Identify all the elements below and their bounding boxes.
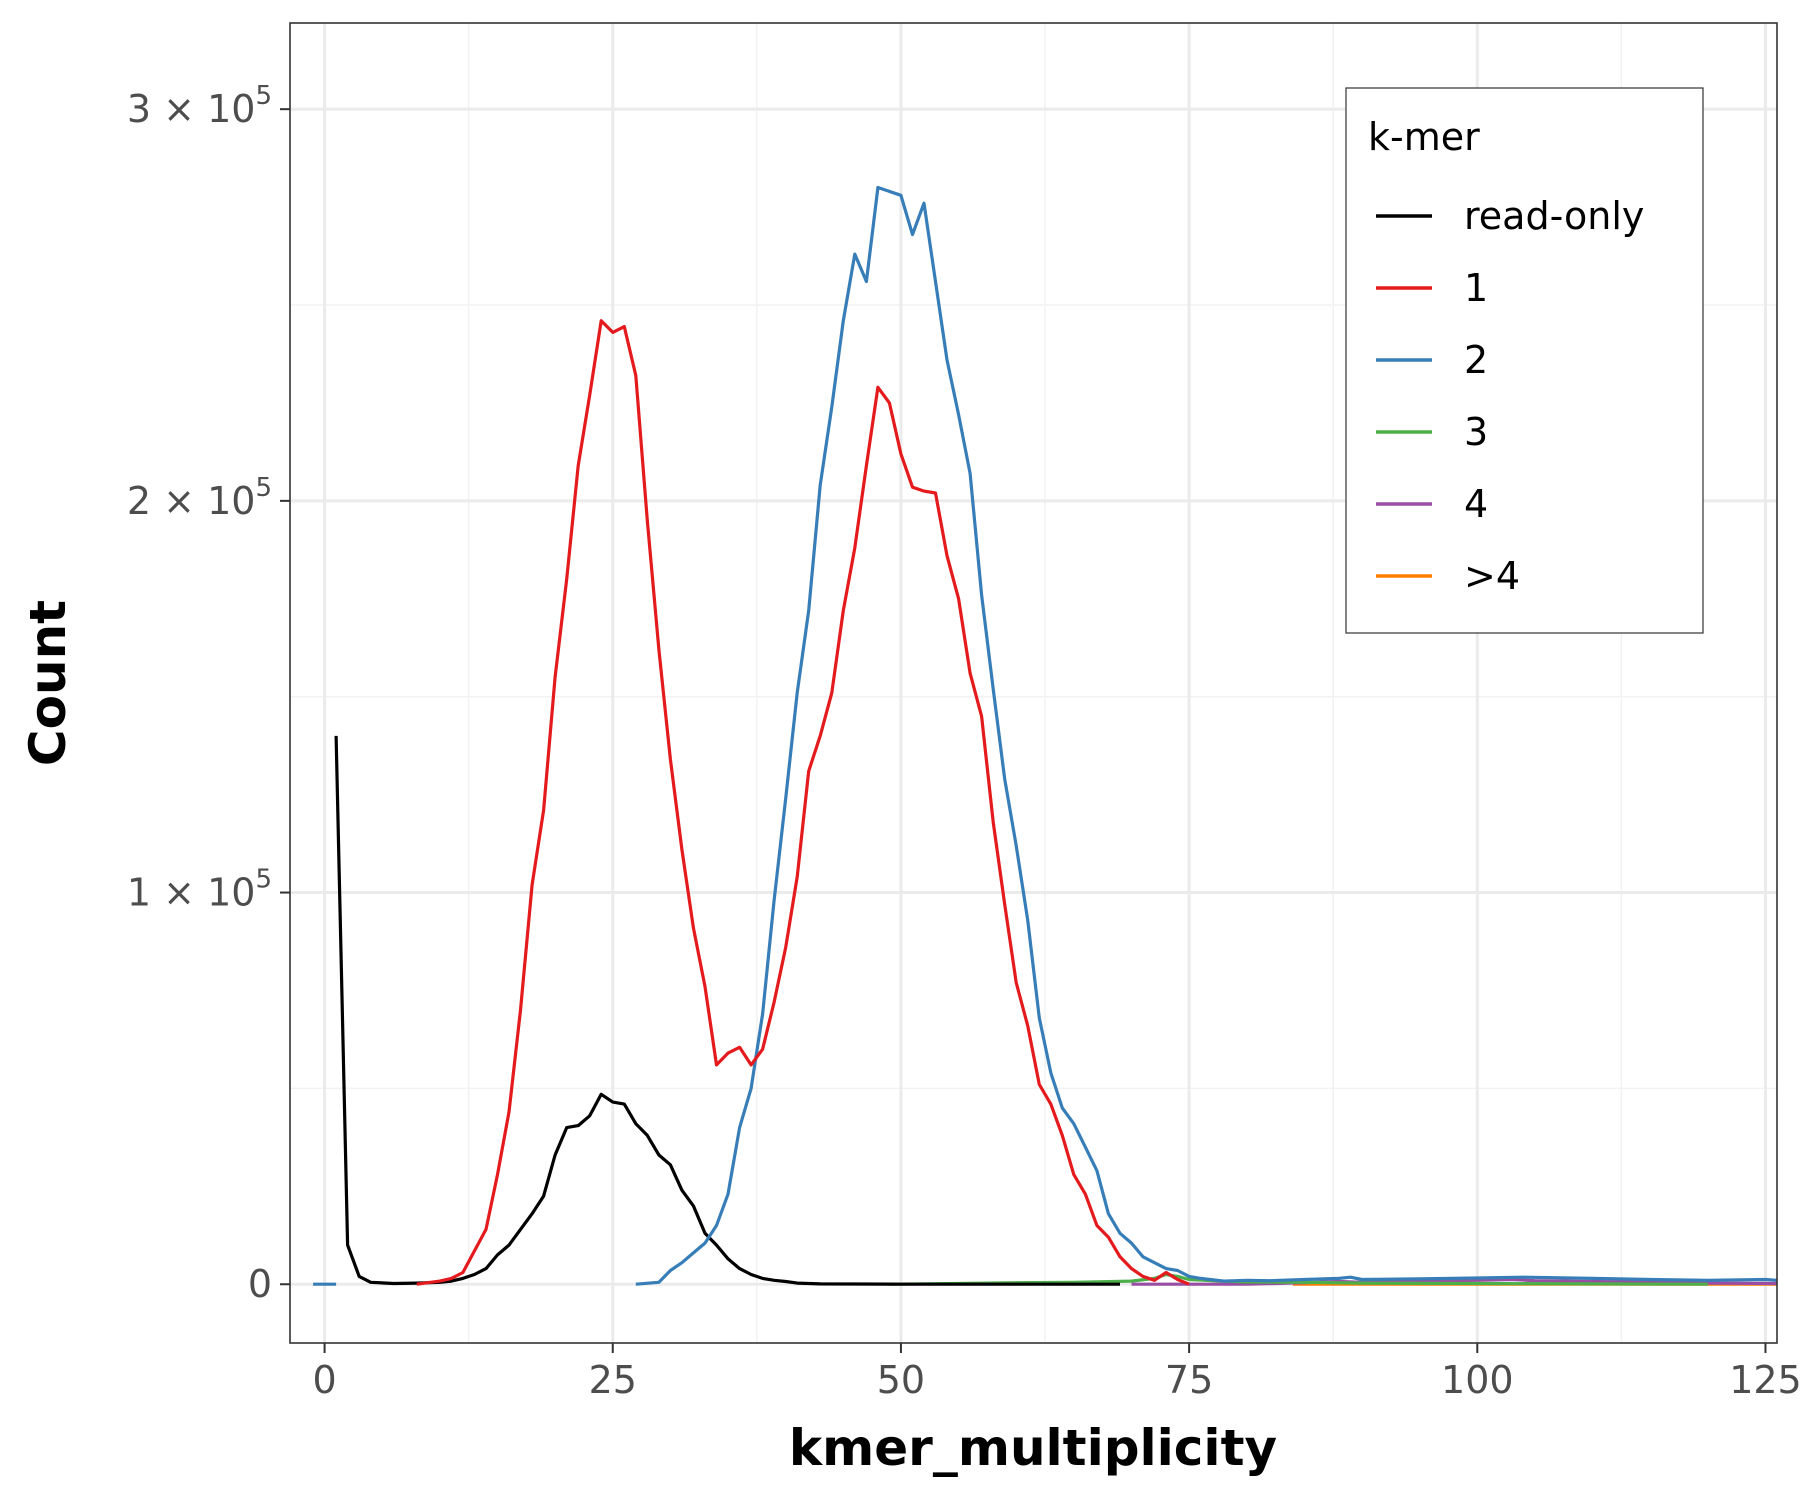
legend-entries: read-only 1 2 3 4 >4 bbox=[1376, 194, 1644, 598]
x-tick-label: 50 bbox=[877, 1358, 925, 1402]
legend: k-mer read-only 1 2 3 4 >4 bbox=[1345, 87, 1704, 634]
y-tick-label: 3 × 105 bbox=[127, 81, 272, 131]
y-tick-label: 0 bbox=[248, 1262, 272, 1306]
series-line-1 bbox=[416, 319, 1190, 1286]
series-line-3 bbox=[889, 1272, 1708, 1286]
y-axis-title: Count bbox=[19, 600, 77, 766]
legend-label-gt4: >4 bbox=[1464, 554, 1520, 598]
series-line-2 bbox=[635, 185, 1778, 1286]
x-tick-label: 125 bbox=[1729, 1358, 1800, 1402]
series-layer bbox=[313, 185, 1778, 1286]
x-tick-label: 75 bbox=[1165, 1358, 1213, 1402]
y-axis: 0 1 × 105 2 × 105 3 × 105 bbox=[127, 81, 290, 1306]
y-tick-label: 2 × 105 bbox=[127, 473, 272, 523]
legend-label-4: 4 bbox=[1464, 482, 1488, 526]
legend-label-3: 3 bbox=[1464, 410, 1488, 454]
x-tick-label: 0 bbox=[312, 1358, 336, 1402]
legend-label-1: 1 bbox=[1464, 266, 1488, 310]
legend-title: k-mer bbox=[1368, 115, 1480, 159]
x-axis: 0 25 50 75 100 125 bbox=[312, 1343, 1800, 1402]
series-line-read-only bbox=[334, 735, 1120, 1286]
x-tick-label: 25 bbox=[589, 1358, 637, 1402]
x-axis-title: kmer_multiplicity bbox=[789, 1419, 1277, 1477]
grid-minor bbox=[290, 23, 1777, 1343]
legend-label-2: 2 bbox=[1464, 338, 1488, 382]
y-tick-label: 1 × 105 bbox=[127, 865, 272, 915]
panel-border bbox=[289, 22, 1778, 1344]
x-tick-label: 100 bbox=[1441, 1358, 1514, 1402]
legend-label-read-only: read-only bbox=[1464, 194, 1644, 238]
